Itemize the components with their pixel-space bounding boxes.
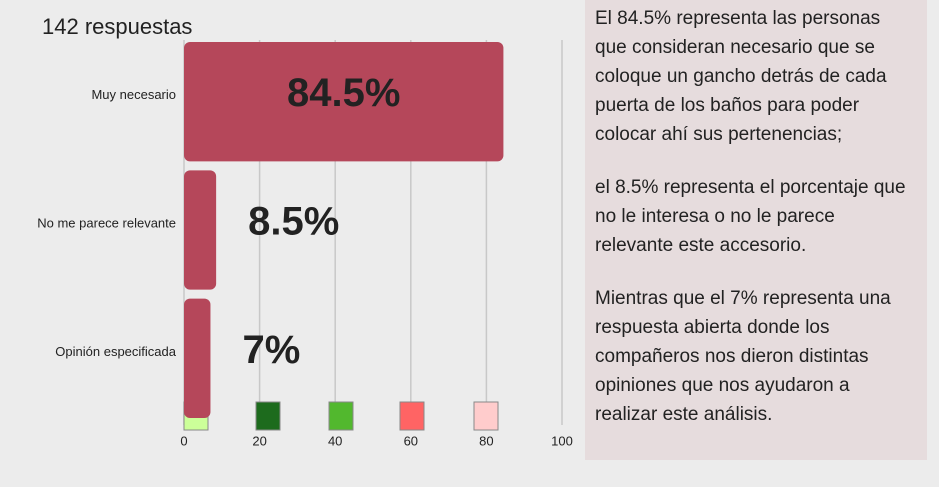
color-square	[399, 401, 425, 431]
bar	[184, 298, 211, 419]
description-panel: El 84.5% representa las personas que con…	[585, 0, 927, 460]
value-label: 8.5%	[248, 200, 339, 244]
description-paragraph: el 8.5% representa el porcentaje que no …	[595, 177, 906, 256]
color-square	[255, 401, 281, 431]
x-tick-label: 80	[479, 433, 493, 448]
chart: 142 respuestas 0 20 40 60 80 100 Muy necesario…	[37, 14, 573, 449]
bar	[184, 170, 217, 290]
x-tick-label: 0	[180, 433, 187, 448]
color-square	[473, 401, 499, 431]
x-tick-label: 100	[551, 433, 573, 448]
x-tick-label: 20	[252, 433, 266, 448]
x-tick-label: 40	[328, 433, 342, 448]
value-label: 84.5%	[287, 71, 400, 115]
description-paragraph: Mientras que el 7% representa una respue…	[595, 288, 891, 425]
description-paragraph: El 84.5% representa las personas que con…	[595, 8, 887, 145]
color-square	[328, 401, 354, 431]
y-tick-label: Opinión especificada	[55, 344, 176, 359]
color-squares	[183, 401, 499, 431]
y-tick-label: No me parece relevante	[37, 215, 176, 230]
value-label: 7%	[242, 328, 300, 372]
y-tick-label: Muy necesario	[91, 87, 176, 102]
chart-subtitle: 142 respuestas	[42, 14, 192, 39]
bar	[184, 42, 504, 162]
x-tick-label: 60	[404, 433, 418, 448]
